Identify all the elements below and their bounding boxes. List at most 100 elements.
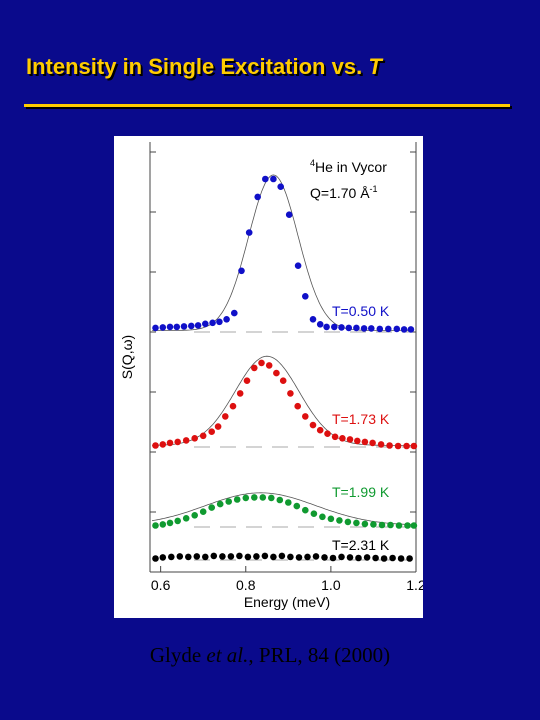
x-tick-label: 1.2 [406, 577, 423, 593]
data-point [370, 521, 377, 528]
data-point [159, 554, 167, 561]
data-point [331, 433, 339, 441]
data-point [403, 442, 410, 450]
data-point [302, 293, 309, 300]
data-point [191, 435, 198, 442]
data-point [261, 552, 269, 560]
data-point [360, 325, 368, 332]
data-point [270, 175, 277, 183]
data-point [199, 432, 207, 440]
data-point [225, 498, 232, 505]
data-point [293, 502, 301, 510]
data-point [166, 519, 174, 527]
data-point [397, 555, 405, 562]
data-point [302, 506, 309, 514]
data-point [346, 436, 354, 443]
data-point [329, 554, 337, 562]
data-point [233, 496, 241, 503]
data-point [251, 494, 258, 501]
data-point [302, 413, 309, 420]
data-point [316, 426, 324, 434]
data-point [369, 439, 376, 447]
data-point [202, 553, 209, 561]
series-label: T=2.31 K [332, 537, 390, 553]
data-point [393, 325, 401, 333]
data-point [378, 521, 386, 529]
data-point [265, 362, 273, 369]
data-point [159, 324, 167, 331]
data-point [387, 521, 394, 529]
data-point [353, 324, 360, 332]
data-point [185, 553, 192, 561]
data-point [407, 326, 415, 333]
spectra-chart: 0.6 0.8 1.0 1.2 Energy (meV) S(Q,ω) 4He in Vyc… [119, 142, 423, 610]
data-point [323, 323, 330, 331]
data-point [277, 183, 284, 190]
data-point [372, 554, 379, 562]
data-point [361, 520, 369, 528]
data-point [259, 494, 267, 501]
data-point [410, 522, 418, 529]
citation-authors: Glyde [149, 643, 207, 667]
data-point [287, 390, 294, 397]
data-point [245, 229, 253, 236]
data-point [389, 554, 396, 562]
data-point [406, 555, 413, 562]
data-point [173, 323, 181, 331]
data-point [202, 320, 209, 328]
data-point [363, 554, 371, 561]
data-point [268, 494, 275, 502]
data-point [304, 553, 311, 561]
data-point [208, 504, 215, 511]
data-point [166, 439, 174, 447]
data-point [152, 442, 159, 449]
data-point [377, 441, 385, 448]
series-label: T=1.99 K [332, 484, 390, 500]
data-point [188, 322, 195, 330]
data-point [273, 369, 280, 377]
data-point [309, 316, 317, 323]
data-point [152, 555, 159, 562]
data-point [294, 262, 302, 269]
data-point [309, 421, 317, 429]
data-point [152, 522, 159, 529]
q-annotation: Q=1.70 Å-1 [310, 184, 378, 201]
data-point [385, 325, 392, 333]
data-point [231, 309, 238, 317]
data-point [216, 318, 223, 326]
slide-title: Intensity in Single Excitation vs. T [26, 54, 382, 80]
data-point [338, 324, 345, 331]
data-point [222, 413, 229, 420]
data-point [339, 435, 346, 442]
x-axis-label: Energy (meV) [244, 594, 330, 610]
slide-title-variable: T [368, 54, 382, 79]
title-underline [24, 104, 510, 107]
data-point [394, 442, 402, 450]
data-point [285, 211, 293, 218]
citation: Glyde et al., PRL, 84 (2000) [0, 643, 540, 668]
data-point [368, 325, 375, 332]
data-point [194, 322, 202, 329]
data-point [238, 267, 245, 275]
data-point [285, 499, 292, 506]
data-point [380, 555, 388, 562]
data-point [244, 553, 252, 561]
data-point [166, 323, 174, 331]
sample-annotation: 4He in Vycor [310, 158, 387, 175]
data-point [338, 553, 345, 561]
data-point [209, 319, 216, 327]
data-point [176, 553, 184, 560]
y-axis-label: S(Q,ω) [119, 335, 135, 379]
data-point [353, 519, 360, 527]
data-point [219, 553, 226, 560]
data-point [229, 402, 237, 410]
data-point [152, 324, 159, 332]
data-point [210, 552, 218, 560]
data-point [243, 377, 251, 384]
data-point [227, 553, 235, 560]
data-point [193, 553, 201, 560]
data-point [310, 510, 318, 517]
data-point [251, 364, 258, 372]
fit-curve [152, 355, 414, 446]
data-point [294, 402, 301, 410]
